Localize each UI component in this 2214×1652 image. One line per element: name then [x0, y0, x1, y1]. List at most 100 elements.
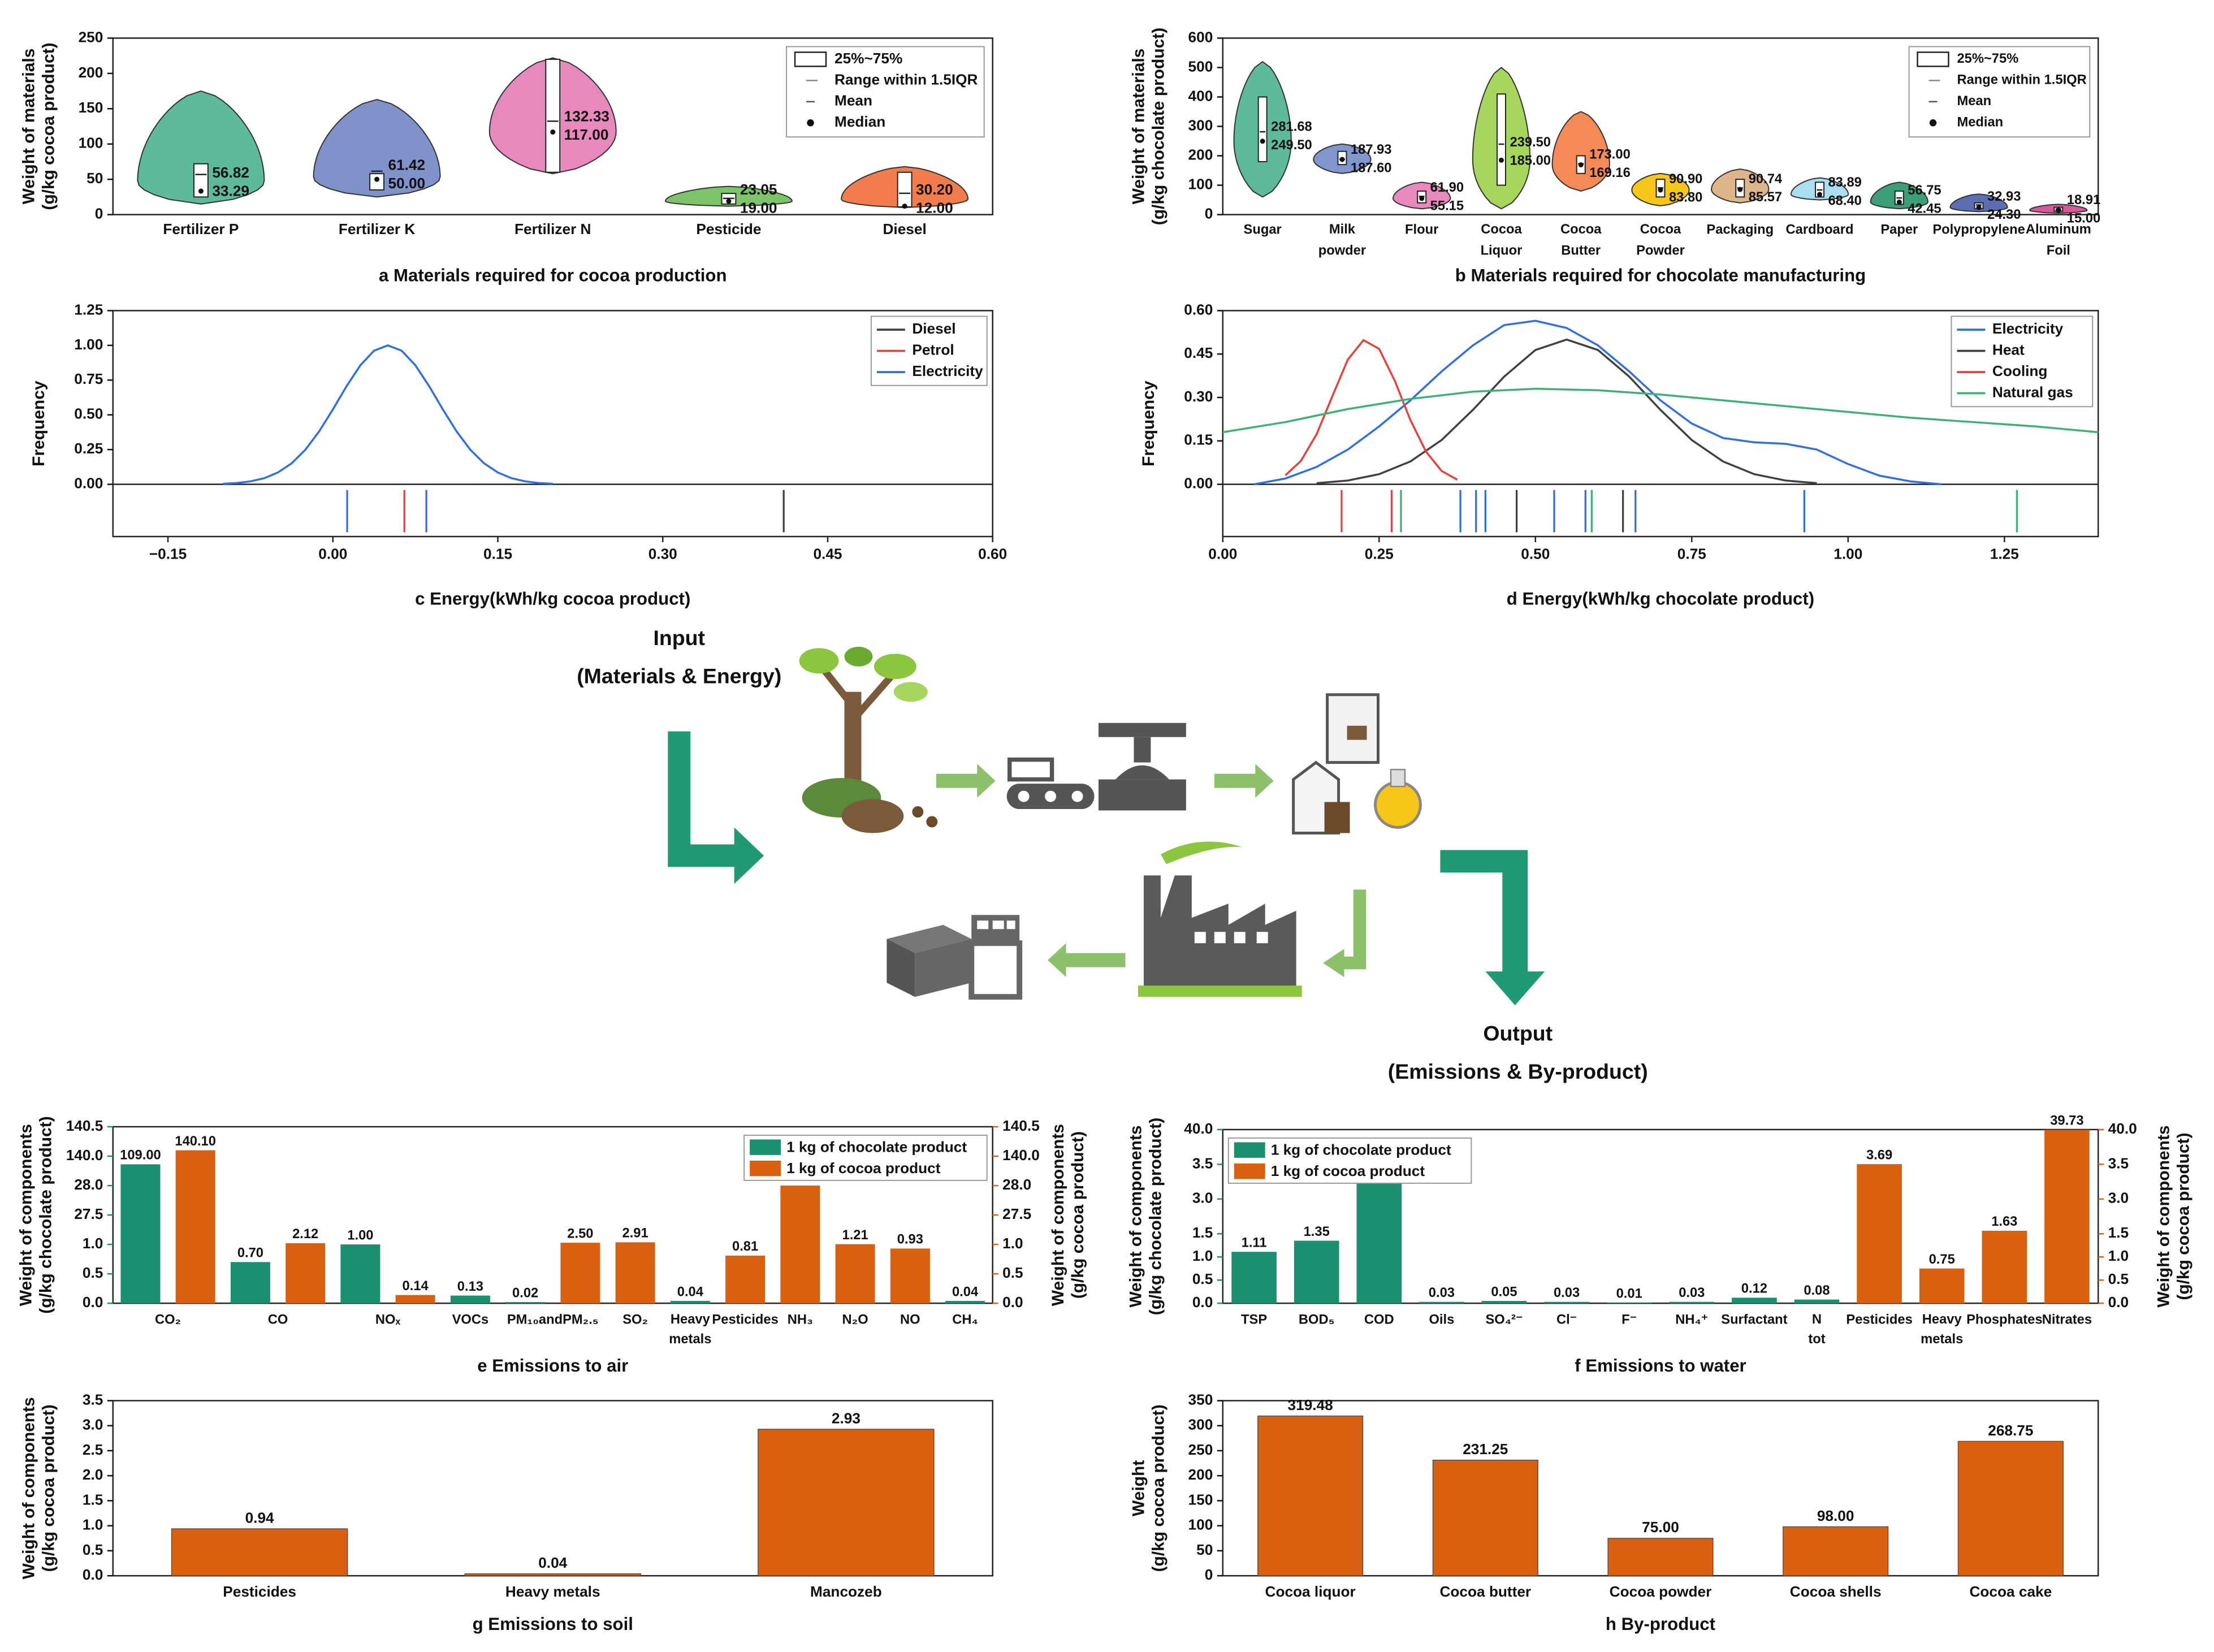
median-mark — [1896, 200, 1902, 205]
y-tick-label: 50 — [87, 170, 103, 187]
x-tick-label: Sugar — [1244, 222, 1282, 237]
median-label: 19.00 — [740, 200, 777, 217]
caption: g Emissions to soil — [473, 1614, 633, 1634]
median-mark — [1498, 157, 1504, 163]
bar — [450, 1295, 490, 1304]
bar — [175, 1150, 215, 1304]
legend-label: Median — [834, 113, 885, 130]
y-tick-label: 0.0 — [1192, 1294, 1213, 1311]
median-mark — [1339, 157, 1345, 162]
legend-swatch — [1929, 119, 1937, 127]
median-mark — [1260, 139, 1265, 144]
x-tick-label: Fertilizer N — [514, 220, 591, 237]
median-label: 15.00 — [2067, 211, 2100, 226]
density-curve — [223, 344, 553, 485]
mean-label: 132.33 — [564, 108, 609, 125]
bar — [1794, 1299, 1840, 1304]
x-tick-label: Milk powder — [1318, 222, 1366, 258]
x-tick-label: 0.60 — [978, 545, 1007, 562]
y-axis-label: Weight of materials (g/kg chocolate produ… — [1129, 28, 1167, 225]
density-curve — [1253, 319, 1942, 486]
factory-icon — [1138, 841, 1302, 997]
y-tick-label: 3.0 — [1192, 1190, 1213, 1206]
value-label: 0.08 — [1804, 1283, 1830, 1298]
y-tick-label: 0 — [95, 205, 103, 222]
bar — [1481, 1301, 1527, 1304]
value-label: 2.93 — [832, 1409, 860, 1426]
input-title: Input — [654, 626, 706, 650]
x-tick-label: Diesel — [883, 220, 926, 237]
median-mark — [1578, 162, 1584, 168]
median-mark — [374, 176, 380, 182]
y-tick-label: 100 — [1188, 1516, 1213, 1533]
median-label: 12.00 — [916, 199, 953, 216]
y-tick-label: 0 — [1205, 1566, 1213, 1583]
value-label: 0.13 — [457, 1279, 483, 1294]
median-label: 50.00 — [388, 175, 426, 192]
median-label: 117.00 — [564, 126, 609, 143]
flow-arrow — [1341, 889, 1367, 970]
y-tick-label: 27.5 — [1002, 1205, 1031, 1222]
bar — [1857, 1164, 1902, 1304]
legend-swatch — [794, 51, 827, 67]
x-tick-label: F⁻ — [1621, 1312, 1637, 1327]
y-tick-label: 140.5 — [66, 1117, 103, 1134]
y-axis-label: Weight of materials (g/kg cocoa product) — [19, 42, 58, 210]
x-tick-label: CO₂ — [155, 1312, 181, 1327]
bar — [340, 1244, 380, 1304]
density-curve — [1222, 387, 2099, 434]
y-axis-label: Weight of components (g/kg cocoa product) — [19, 1397, 58, 1579]
median-label: 42.45 — [1908, 201, 1941, 216]
y-tick-label: 200 — [79, 64, 103, 81]
products-icon — [1292, 693, 1422, 834]
violin — [313, 99, 441, 198]
y-tick-label: 3.0 — [83, 1416, 103, 1433]
median-mark — [902, 204, 907, 209]
x-tick-label: Phosphates — [1966, 1312, 2042, 1327]
value-label: 75.00 — [1642, 1519, 1679, 1536]
tree-icon — [799, 646, 938, 833]
x-tick-label: NH₄⁺ — [1675, 1312, 1708, 1327]
mean-label: 56.82 — [212, 164, 249, 181]
legend-box — [1227, 1137, 1472, 1184]
value-label: 319.48 — [1288, 1396, 1333, 1413]
y-tick-label: 40.0 — [2108, 1120, 2137, 1137]
y-tick-label: 0.5 — [2108, 1270, 2129, 1287]
x-tick-label: Cocoa butter — [1439, 1583, 1531, 1600]
mean-label: 90.74 — [1749, 172, 1783, 187]
x-tick-label: Fertilizer P — [163, 220, 239, 237]
legend-label: Diesel — [912, 320, 955, 337]
bar — [1544, 1301, 1589, 1304]
y-tick-label: 1.00 — [74, 336, 103, 353]
y2-axis-label: Weight of components (g/kg cocoa product) — [2155, 1125, 2193, 1307]
value-label: 0.04 — [952, 1285, 979, 1299]
iqr-box — [1257, 96, 1268, 162]
value-label: 0.14 — [403, 1279, 429, 1294]
flow-arrow — [1323, 949, 1344, 978]
y-tick-label: 3.0 — [2108, 1190, 2129, 1206]
caption: c Energy(kWh/kg cocoa product) — [415, 589, 690, 609]
y-tick-label: 1.5 — [2108, 1224, 2129, 1241]
y-tick-label: 28.0 — [1002, 1176, 1031, 1193]
bar — [758, 1429, 935, 1576]
x-tick-label: Pesticides — [223, 1583, 296, 1600]
value-label: 0.03 — [1679, 1286, 1705, 1300]
x-tick-label: 0.00 — [1208, 545, 1237, 562]
y-tick-label: 1.25 — [74, 301, 103, 318]
bar — [1257, 1415, 1364, 1576]
mean-label: 18.91 — [2067, 193, 2100, 207]
y-tick-label: 1.0 — [83, 1235, 103, 1252]
legend-box — [1951, 315, 2094, 408]
plot-frame — [112, 310, 993, 538]
density-curve — [1285, 339, 1458, 481]
x-tick-label: BOD₅ — [1299, 1312, 1335, 1327]
legend-label: Petrol — [912, 341, 954, 358]
mean-label: 90.90 — [1669, 172, 1702, 187]
x-tick-label: Cocoa liquor — [1265, 1583, 1356, 1600]
x-tick-label: 0.30 — [648, 545, 677, 562]
x-tick-label: Cocoa powder — [1610, 1583, 1712, 1600]
y-tick-label: 1.0 — [2108, 1247, 2129, 1264]
input-note: (Materials & Energy) — [577, 664, 781, 688]
